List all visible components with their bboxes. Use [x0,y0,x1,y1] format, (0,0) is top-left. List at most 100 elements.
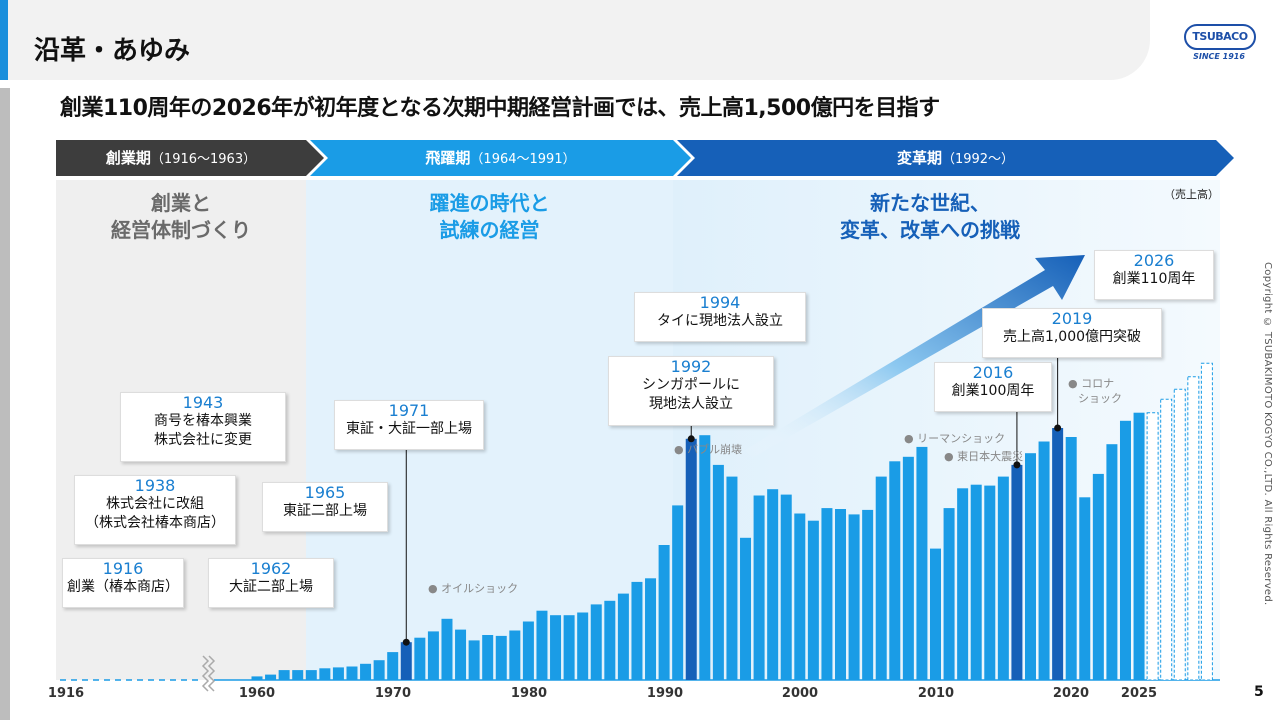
milestone-year: 2019 [1051,309,1093,328]
bar-2025 [1133,412,1145,680]
title-bar [0,0,1150,80]
era3-title-line1: 新たな世紀、 [870,191,990,215]
bar-1981 [536,610,548,680]
bar-1974 [441,618,453,680]
milestone-text: シンガポールに [642,377,740,393]
milestone-text: タイに現地法人設立 [657,313,783,329]
bar-1988 [631,581,643,680]
bar-2015 [997,476,1009,680]
milestone-year: 1965 [304,483,346,502]
bar-2012 [957,488,969,680]
x-tick-2025: 2025 [1120,686,1158,701]
bar-2009 [916,446,928,680]
bar-1989 [645,578,657,680]
event-oil-shock: ● オイルショック [428,582,519,595]
milestone-1965: 1965 東証二部上場 [262,482,388,532]
bar-2004 [848,514,860,680]
bar-2000 [794,513,806,680]
bar-2001 [807,520,819,680]
milestone-text: 売上高1,000億円突破 [1002,329,1142,345]
milestone-year: 2016 [972,363,1014,382]
event-label: バブル崩壊 [687,443,743,456]
bar-1965 [319,668,331,680]
plan-bar-2030 [1200,362,1213,681]
milestone-year: 1943 [182,393,224,412]
milestone-1943: 1943 商号を椿本興業 株式会社に変更 [120,392,286,462]
milestone-1992: 1992 シンガポールに 現地法人設立 [608,356,774,426]
era1-title-line1: 創業と [151,191,211,215]
era2-title-line1: 躍進の時代と [429,191,550,215]
bar-1996 [740,537,752,680]
connector-2019-dot [1054,424,1062,432]
page-number: 5 [1254,684,1264,700]
bar-1994 [712,464,724,680]
era2-name: 飛躍期 [425,149,471,167]
event-bubble-burst: ● バブル崩壊 [674,443,743,456]
bar-1997 [753,495,765,680]
bar-2005 [862,509,874,680]
milestone-text: （株式会社椿本商店） [85,515,225,531]
bars-layer [60,362,1220,692]
growth-arrow [745,255,1085,458]
bar-1980 [522,621,534,680]
era3-title: 新たな世紀、 変革、改革への挑戦 [760,190,1100,244]
x-tick-1970: 1970 [374,686,412,701]
bar-1985 [590,604,602,680]
axis-break-mark [207,655,216,692]
bar-2024 [1119,420,1131,680]
era1-title: 創業と 経営体制づくり [56,190,306,244]
bar-1972 [414,637,426,680]
bar-2023 [1106,444,1118,680]
era3-period: （1992〜） [941,152,1015,167]
bar-2021 [1079,497,1091,680]
era2-chevron [310,140,691,176]
milestone-text: 商号を椿本興業 [154,413,252,429]
bar-1963 [292,670,304,680]
era1-title-line2: 経営体制づくり [111,218,251,242]
bar-2018 [1038,441,1050,680]
bar-1983 [563,615,575,680]
milestone-year: 1962 [250,559,292,578]
milestone-1994: 1994 タイに現地法人設立 [634,292,806,342]
plan-bar-2026 [1146,412,1159,681]
era2-period: （1964〜1991） [470,152,576,167]
event-lehman-shock: ● リーマンショック [904,432,1006,445]
bar-2010 [930,548,941,680]
bar-1990 [658,545,670,680]
company-logo: TSUBACO SINCE 1916 [1182,20,1256,64]
x-tick-1980: 1980 [510,686,548,701]
x-tick-1990: 1990 [646,686,684,701]
bar-2003 [835,509,847,680]
milestone-text: 東証・大証一部上場 [346,421,472,437]
era1-name: 創業期 [105,149,151,167]
bar-1960 [251,676,263,680]
era1-period: （1916〜1963） [150,152,257,167]
bar-2011 [943,508,955,680]
milestone-text: 創業110周年 [1112,271,1196,287]
axis-break-mark [201,655,210,692]
era3-label: 変革期（1992〜） [695,140,1216,176]
bar-1992 [685,438,697,680]
event-label-2: ショック [1078,392,1122,405]
bar-1975 [455,629,467,680]
milestone-text: 株式会社に変更 [154,432,252,448]
connector-2016-dot [1013,461,1021,469]
bar-2017 [1024,453,1036,680]
event-label: リーマンショック [917,432,1006,445]
x-tick-2010: 2010 [917,686,955,701]
unit-label: （売上高） [1164,188,1219,201]
bar-2008 [902,456,914,680]
bar-1971 [400,642,412,680]
bar-1967 [346,666,358,680]
connector-lines [402,356,1062,646]
milestone-text: 東証二部上場 [283,503,367,519]
plan-bar-2027 [1160,398,1173,681]
bar-1962 [278,670,290,680]
milestone-2016: 2016 創業100周年 [934,362,1052,412]
title-accent [0,0,8,80]
bar-2014 [984,485,996,680]
bar-2020 [1065,437,1077,680]
bar-1977 [482,635,494,680]
